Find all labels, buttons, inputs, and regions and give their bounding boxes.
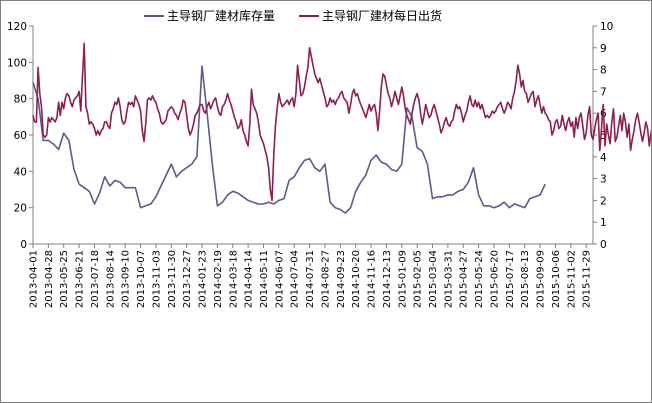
- x-tick-label: 2013-06-21: [75, 250, 86, 308]
- x-tick-label: 2013-04-28: [44, 250, 55, 308]
- x-tick-label: 2015-07-17: [505, 250, 516, 308]
- x-tick-label: 2013-11-03: [151, 250, 162, 308]
- x-tick-label: 2014-07-04: [290, 250, 301, 308]
- x-tick-label: 2015-08-13: [520, 250, 531, 308]
- left-y-tick-label: 120: [7, 21, 27, 33]
- x-tick-label: 2014-01-23: [198, 250, 209, 308]
- right-y-tick-label: 7: [600, 86, 607, 98]
- right-y-tick-label: 4: [600, 152, 607, 164]
- x-tick-label: 2013-08-14: [105, 250, 116, 308]
- left-y-tick-label: 40: [14, 166, 27, 178]
- left-y-tick-label: 60: [14, 130, 27, 142]
- x-tick-label: 2014-08-27: [321, 250, 332, 308]
- x-tick-label: 2013-10-07: [136, 250, 147, 308]
- series-line-daily-shipment: [32, 42, 651, 202]
- x-tick-label: 2013-12-27: [182, 250, 193, 308]
- right-y-tick-label: 10: [600, 21, 613, 33]
- x-tick-label: 2013-11-30: [167, 250, 178, 308]
- left-y-tick-label: 0: [20, 239, 27, 251]
- x-tick-label: 2014-04-14: [244, 250, 255, 308]
- right-y-tick-label: 0: [600, 239, 607, 251]
- left-y-tick-label: 100: [7, 57, 27, 69]
- x-tick-label: 2015-03-04: [428, 250, 439, 308]
- x-tick-label: 2013-09-10: [121, 250, 132, 308]
- axes: [29, 25, 597, 248]
- left-y-axis-tick-labels: 0 20 40 60 80 100 120: [7, 21, 27, 251]
- x-tick-label: 2014-09-23: [336, 250, 347, 308]
- x-tick-label: 2015-02-05: [413, 250, 424, 308]
- x-tick-label: 2014-06-07: [274, 250, 285, 308]
- x-tick-label: 2015-04-27: [459, 250, 470, 308]
- right-y-tick-label: 1: [600, 217, 607, 229]
- series-lines: [32, 42, 651, 214]
- right-y-tick-label: 8: [600, 65, 607, 77]
- right-y-tick-label: 9: [600, 43, 607, 55]
- legend: 主导钢厂建材库存量 主导钢厂建材每日出货: [144, 8, 442, 23]
- x-tick-label: 2014-11-16: [367, 250, 378, 308]
- x-tick-label: 2013-04-01: [29, 250, 40, 308]
- x-axis-tick-labels: 2013-04-01 2013-04-28 2013-05-25 2013-06-21…: [29, 250, 593, 308]
- x-tick-label: 2014-10-20: [351, 250, 362, 308]
- x-tick-label: 2013-07-18: [90, 250, 101, 308]
- x-tick-label: 2013-05-25: [59, 250, 70, 308]
- x-tick-label: 2015-06-20: [490, 250, 501, 308]
- x-tick-label: 2014-02-19: [213, 250, 224, 308]
- legend-label-inventory: 主导钢厂建材库存量: [167, 8, 275, 23]
- x-tick-label: 2015-01-09: [397, 250, 408, 308]
- x-tick-label: 2015-11-29: [582, 250, 593, 308]
- right-y-tick-label: 3: [600, 174, 607, 186]
- x-tick-label: 2015-11-02: [566, 250, 577, 308]
- x-tick-label: 2015-05-24: [474, 250, 485, 308]
- series-line-inventory: [32, 65, 546, 214]
- x-tick-label: 2014-07-31: [305, 250, 316, 308]
- left-y-tick-label: 20: [14, 203, 27, 215]
- x-tick-label: 2014-03-18: [228, 250, 239, 308]
- x-tick-label: 2014-05-11: [259, 250, 270, 308]
- x-tick-label: 2015-09-09: [536, 250, 547, 308]
- x-tick-label: 2014-12-13: [382, 250, 393, 308]
- right-y-tick-label: 5: [600, 130, 607, 142]
- left-y-tick-label: 80: [14, 94, 27, 106]
- legend-label-daily-shipment: 主导钢厂建材每日出货: [322, 8, 442, 23]
- x-tick-label: 2015-10-06: [551, 250, 562, 308]
- right-y-tick-label: 2: [600, 195, 607, 207]
- x-tick-label: 2015-03-31: [443, 250, 454, 308]
